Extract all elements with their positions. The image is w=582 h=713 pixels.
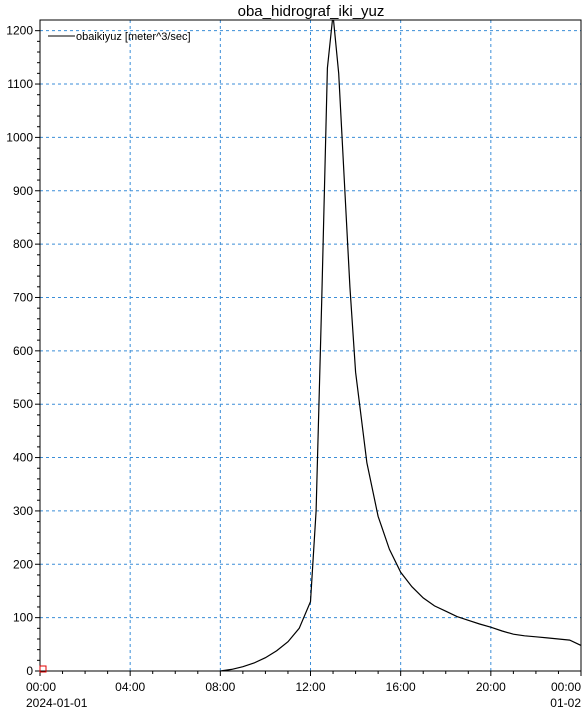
y-tick-label: 0 bbox=[26, 664, 33, 678]
series-line-obaikiyuz bbox=[220, 20, 581, 671]
y-tick-label: 1000 bbox=[6, 130, 33, 144]
grid-layer bbox=[40, 20, 581, 671]
x-tick-label: 20:00 bbox=[476, 680, 506, 694]
y-tick-label: 300 bbox=[13, 504, 33, 518]
y-tick-label: 1200 bbox=[6, 24, 33, 38]
tick-layer: 0 100 200 300 400 500 600 700 800 900 1000 1100 1200… bbox=[6, 24, 582, 710]
legend: obaikiyuz [meter^3/sec] bbox=[48, 31, 191, 43]
chart-title: oba_hidrograf_iki_yuz bbox=[238, 3, 385, 20]
y-tick-label: 400 bbox=[13, 451, 33, 465]
series-layer bbox=[220, 20, 581, 671]
x-tick-label: 00:00 bbox=[551, 680, 581, 694]
y-tick-label: 100 bbox=[13, 611, 33, 625]
y-tick-label: 1100 bbox=[7, 77, 33, 91]
x-tick-label: 12:00 bbox=[295, 680, 325, 694]
x-tick-sublabel: 01-02 bbox=[550, 696, 581, 710]
y-tick-label: 600 bbox=[13, 344, 33, 358]
x-tick-label: 00:00 bbox=[26, 680, 56, 694]
x-tick-sublabel: 2024-01-01 bbox=[26, 696, 88, 710]
y-tick-label: 200 bbox=[13, 557, 33, 571]
selection-marker bbox=[39, 665, 47, 673]
x-tick-label: 16:00 bbox=[386, 680, 416, 694]
y-tick-label: 800 bbox=[13, 237, 33, 251]
y-tick-label: 900 bbox=[13, 184, 33, 198]
y-tick-label: 500 bbox=[13, 397, 33, 411]
x-tick-label: 04:00 bbox=[115, 680, 145, 694]
x-tick-label: 08:00 bbox=[205, 680, 235, 694]
y-tick-label: 700 bbox=[13, 290, 33, 304]
legend-entry-label: obaikiyuz [meter^3/sec] bbox=[76, 31, 191, 43]
